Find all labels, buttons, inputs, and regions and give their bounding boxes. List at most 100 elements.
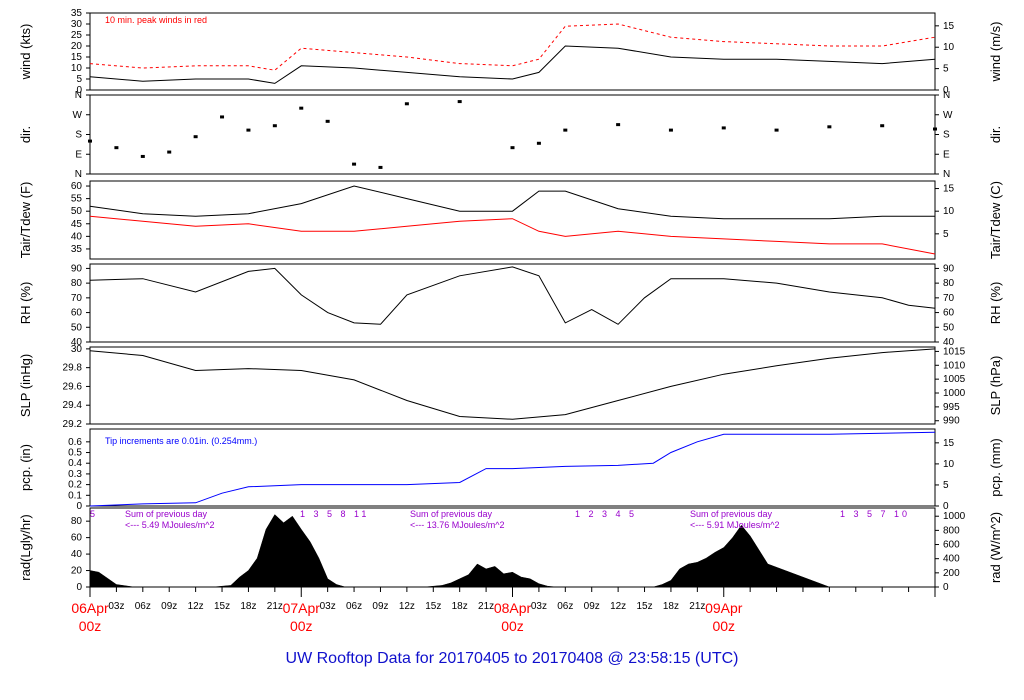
wind-tick-label: 35 — [71, 8, 83, 19]
dir-point — [272, 124, 277, 128]
day-sum-line2: <--- 13.76 MJoules/m^2 — [410, 520, 505, 530]
x-tick-label: 15z — [214, 601, 230, 612]
rad-tick-label-right: 600 — [943, 540, 960, 551]
x-tick-label: 21z — [478, 601, 494, 612]
day-sum-line1: Sum of previous day — [410, 509, 493, 519]
temp-tick-label-right: 5 — [943, 229, 949, 240]
rad-event-marker: 1 2 3 4 5 — [575, 509, 637, 519]
day-sum-line2: <--- 5.49 MJoules/m^2 — [125, 520, 215, 530]
pcp-tick-label: 0.2 — [68, 480, 82, 491]
x-axis: 03z 06z 09z 12z 15z 18z 21z 03z 06z 09z 12z 15z 18z 2… — [71, 587, 936, 634]
rad-event-marker: 1 3 5 7 10 — [840, 509, 910, 519]
dir-point — [140, 154, 145, 158]
rh-tick-label: 50 — [71, 322, 83, 333]
temp-frame — [89, 180, 936, 260]
x-tick-label: 06z — [346, 601, 362, 612]
slp-tick-label-right: 1000 — [943, 388, 966, 399]
panel-rad: rad(Lgly/hr) rad (W/m^2)02040608002004006… — [18, 507, 1003, 593]
wind-tick-label-right: 15 — [943, 21, 955, 32]
day-sum-line2: <--- 5.91 MJoules/m^2 — [690, 520, 780, 530]
temp-tick-label: 35 — [71, 244, 83, 255]
dir-point — [457, 100, 462, 104]
dir-ylabel: dir. — [18, 126, 33, 143]
temp-tick-label: 55 — [71, 194, 83, 205]
dir-point — [114, 146, 119, 150]
dir-point — [827, 125, 832, 129]
slp-tick-label-right: 1005 — [943, 374, 966, 385]
rh-tick-label-right: 90 — [943, 263, 955, 274]
wind-tick-label-right: 0 — [943, 85, 949, 96]
slp-tick-label-right: 1015 — [943, 346, 966, 357]
pcp-tick-label-right: 0 — [943, 501, 949, 512]
temp-tick-label-right: 10 — [943, 206, 955, 217]
rh-tick-label: 90 — [71, 263, 83, 274]
temp-ylabel: Tair/Tdew (F) — [18, 182, 33, 259]
x-tick-label: 09z — [584, 601, 600, 612]
x-tick-label: 18z — [663, 601, 679, 612]
day-label-date: 07Apr — [283, 600, 321, 616]
x-tick-label: 03z — [320, 601, 336, 612]
panel-wind: wind (kts) wind (m/s)05101520253035051015… — [18, 8, 1003, 96]
dir-point — [721, 126, 726, 130]
pcp-annotation: Tip increments are 0.01in. (0.254mm.) — [105, 436, 257, 446]
panel-pcp: pcp. (in) pcp. (mm)00.10.20.30.40.50.6051… — [18, 428, 1003, 512]
wind-tick-label: 5 — [76, 74, 82, 85]
day-label-date: 09Apr — [705, 600, 743, 616]
rad-tick-label-right: 0 — [943, 582, 949, 593]
slp-ylabel: SLP (inHg) — [18, 354, 33, 417]
temp-ylabel-right: Tair/Tdew (C) — [988, 181, 1003, 259]
dir-point — [933, 127, 937, 131]
panels: wind (kts) wind (m/s)05101520253035051015… — [18, 8, 1003, 593]
pcp-tick-label: 0.5 — [68, 448, 82, 459]
panel-rh: RH (%) RH (%) 40 50 60 70 80 90 40 50 60 70 80 90 — [18, 263, 1003, 348]
dir-tick-label: N — [75, 90, 82, 101]
pcp-tick-label: 0.1 — [68, 490, 82, 501]
pcp-ylabel-right: pcp. (mm) — [988, 438, 1003, 497]
dir-point — [668, 128, 673, 132]
rh-tick-label-right: 70 — [943, 293, 955, 304]
temp-tick-label-right: 15 — [943, 184, 955, 195]
rh-tick-label-right: 50 — [943, 322, 955, 333]
temp-tick-label: 60 — [71, 181, 83, 192]
slp-tick-label-right: 995 — [943, 402, 960, 413]
dir-point — [167, 150, 172, 154]
rh-frame — [89, 263, 936, 343]
dir-tick-label-right: W — [943, 110, 953, 121]
dir-point — [378, 165, 383, 169]
x-tick-label: 09z — [372, 601, 388, 612]
dir-point — [563, 128, 568, 132]
temp-tick-label: 45 — [71, 219, 83, 230]
pcp-tick-label: 0 — [76, 501, 82, 512]
x-tick-label: 21z — [267, 601, 283, 612]
dir-tick-label: S — [75, 130, 82, 141]
temp-tick-label: 50 — [71, 206, 83, 217]
rh-tick-label-right: 60 — [943, 308, 955, 319]
slp-tick-label: 29.2 — [63, 419, 83, 430]
rad-event-marker: 1 3 5 8 11 — [300, 509, 369, 519]
panel-dir: dir. dir.N NE ES SW WN N — [18, 90, 1003, 180]
wind-ylabel-right: wind (m/s) — [988, 22, 1003, 83]
rad-tick-label-right: 1000 — [943, 511, 966, 522]
panel-slp: SLP (inHg) SLP (hPa) 29.2 29.4 29.6 29.8 30 990… — [18, 344, 1003, 430]
slp-tick-label-right: 990 — [943, 416, 960, 427]
pcp-series-0 — [89, 431, 936, 507]
slp-tick-label: 29.6 — [63, 381, 83, 392]
day-label-date: 08Apr — [494, 600, 532, 616]
x-tick-label: 03z — [108, 601, 124, 612]
slp-series-0 — [89, 348, 936, 420]
x-tick-label: 12z — [188, 601, 204, 612]
rh-ylabel: RH (%) — [18, 282, 33, 325]
dir-tick-label: W — [73, 110, 83, 121]
dir-tick-label: E — [75, 149, 82, 160]
wind-tick-label: 15 — [71, 52, 83, 63]
temp-series-0 — [89, 185, 935, 220]
dir-tick-label-right: S — [943, 130, 950, 141]
pcp-frame — [89, 428, 936, 507]
dir-tick-label: N — [75, 169, 82, 180]
rad-ylabel: rad(Lgly/hr) — [18, 514, 33, 580]
rad-tick-label: 40 — [71, 549, 83, 560]
rh-ylabel-right: RH (%) — [988, 282, 1003, 325]
rad-tick-label-right: 200 — [943, 568, 960, 579]
